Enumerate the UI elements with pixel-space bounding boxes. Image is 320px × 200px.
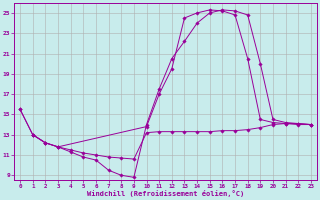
X-axis label: Windchill (Refroidissement éolien,°C): Windchill (Refroidissement éolien,°C)	[87, 190, 244, 197]
